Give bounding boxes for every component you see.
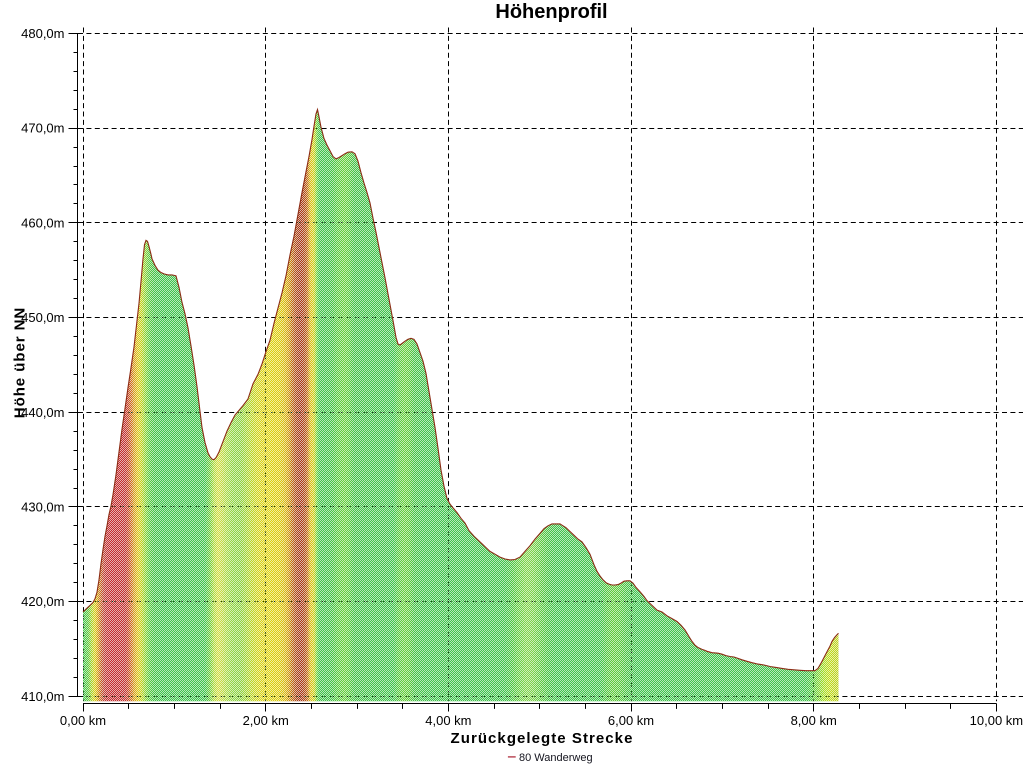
svg-text:4,00 km: 4,00 km bbox=[425, 713, 471, 728]
svg-text:80 Wanderweg: 80 Wanderweg bbox=[519, 752, 593, 764]
svg-text:Höhenprofil: Höhenprofil bbox=[495, 1, 607, 23]
svg-text:420,0m: 420,0m bbox=[21, 594, 64, 609]
svg-text:460,0m: 460,0m bbox=[21, 215, 64, 230]
svg-text:0,00 km: 0,00 km bbox=[60, 713, 106, 728]
svg-text:410,0m: 410,0m bbox=[21, 689, 64, 704]
svg-text:8,00 km: 8,00 km bbox=[791, 713, 837, 728]
svg-text:430,0m: 430,0m bbox=[21, 500, 64, 515]
svg-text:2,00 km: 2,00 km bbox=[243, 713, 289, 728]
svg-text:450,0m: 450,0m bbox=[21, 310, 64, 325]
svg-text:440,0m: 440,0m bbox=[21, 405, 64, 420]
svg-text:480,0m: 480,0m bbox=[21, 26, 64, 41]
svg-text:Zurückgelegte Strecke: Zurückgelegte Strecke bbox=[451, 730, 634, 747]
svg-text:6,00 km: 6,00 km bbox=[608, 713, 654, 728]
svg-text:Höhe über NN: Höhe über NN bbox=[11, 307, 28, 418]
svg-text:10,00 km: 10,00 km bbox=[970, 713, 1023, 728]
svg-text:470,0m: 470,0m bbox=[21, 121, 64, 136]
